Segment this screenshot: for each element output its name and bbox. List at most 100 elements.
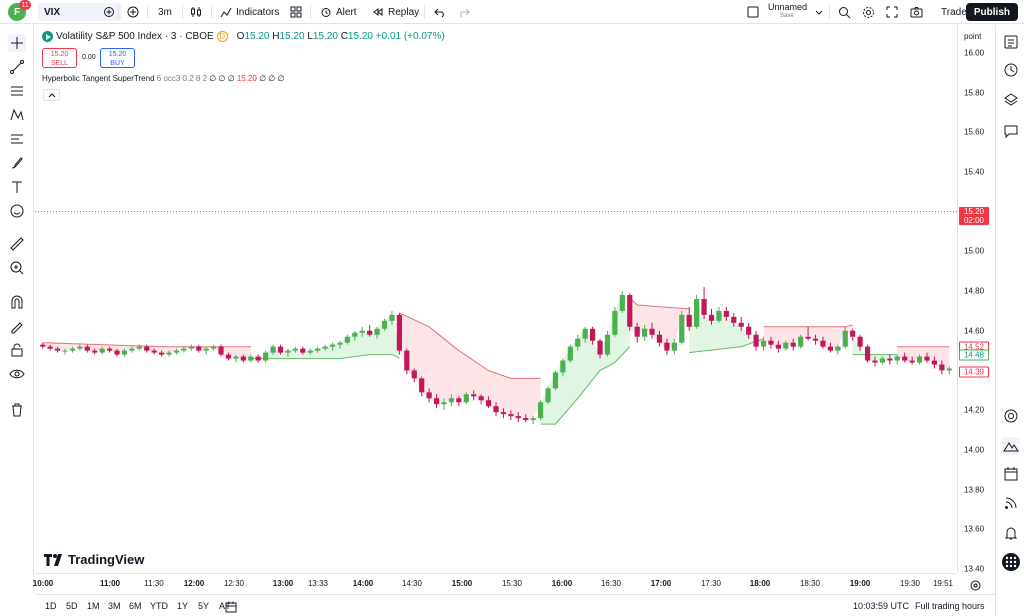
candle-body-9 <box>106 348 113 351</box>
forecast-icon[interactable] <box>8 130 26 148</box>
layers-icon[interactable] <box>1002 91 1020 109</box>
trade-button[interactable]: Trade <box>941 4 967 20</box>
undo-icon[interactable] <box>434 4 446 20</box>
axis-settings-icon[interactable] <box>970 577 981 593</box>
apps-menu-icon[interactable] <box>1002 553 1020 571</box>
target-icon[interactable] <box>1002 407 1020 425</box>
candle-body-85 <box>671 342 677 351</box>
fib-retracement-icon[interactable] <box>8 82 26 100</box>
price-tick-label: 15.00 <box>964 246 985 256</box>
range-button-1y[interactable]: 1Y <box>177 601 189 611</box>
redo-icon[interactable] <box>458 4 470 20</box>
tv-logo-icon <box>44 553 62 566</box>
price-axis[interactable]: point 16.00 15.80 15.60 15.40 15.00 14.80 14.6… <box>957 25 995 574</box>
lock-icon[interactable] <box>8 341 26 359</box>
publish-button[interactable]: Publish <box>965 3 1018 21</box>
bell-icon[interactable] <box>1002 524 1020 542</box>
layout-checkbox-icon[interactable] <box>747 4 759 20</box>
add-symbol-compare-icon[interactable] <box>103 4 115 20</box>
range-button-1m[interactable]: 1M <box>87 601 100 611</box>
rss-icon[interactable] <box>1002 494 1020 512</box>
date-range-icon[interactable] <box>225 601 237 615</box>
candle-body-30 <box>263 352 269 361</box>
chevron-down-icon[interactable] <box>814 4 824 20</box>
range-button-5d[interactable]: 5D <box>66 601 78 611</box>
indicators-button[interactable]: Indicators <box>220 4 279 20</box>
range-button-6m[interactable]: 6M <box>129 601 142 611</box>
time-axis[interactable]: 10:00 11:00 11:30 12:00 12:30 13:00 13:33 14:00… <box>33 573 957 593</box>
fullscreen-icon[interactable] <box>886 4 898 20</box>
lock-drawing-icon[interactable] <box>8 317 26 335</box>
candle-body-59 <box>478 396 484 401</box>
range-button-1d[interactable]: 1D <box>45 601 57 611</box>
trend-fill-2 <box>399 312 541 421</box>
candle-body-64 <box>515 416 521 419</box>
candle-body-70 <box>560 360 566 373</box>
zoom-in-icon[interactable] <box>8 259 26 277</box>
candle-body-91 <box>716 310 722 321</box>
range-button-ytd[interactable]: YTD <box>150 601 168 611</box>
chart-pane[interactable] <box>35 25 957 573</box>
trend-line-icon[interactable] <box>8 58 26 76</box>
magnet-icon[interactable] <box>8 293 26 311</box>
layouts-grid-icon[interactable] <box>290 4 302 20</box>
brush-icon[interactable] <box>8 154 26 172</box>
candle-body-52 <box>426 392 432 399</box>
drawing-toolbar <box>0 25 34 593</box>
symbol-title[interactable]: Volatility S&P 500 Index · 3 · CBOE <box>56 31 214 42</box>
collapse-legend-button[interactable] <box>43 89 60 101</box>
eye-icon[interactable] <box>8 365 26 383</box>
trash-icon[interactable] <box>8 401 26 419</box>
range-button-5y[interactable]: 5Y <box>198 601 210 611</box>
candle-body-3 <box>62 350 68 352</box>
emoji-icon[interactable] <box>8 202 26 220</box>
crosshair-icon[interactable] <box>8 34 26 52</box>
sell-button[interactable]: 15.20 SELL <box>42 48 77 68</box>
compare-icon[interactable] <box>127 4 139 20</box>
alerts-clock-icon[interactable] <box>1002 61 1020 79</box>
calendar-icon[interactable] <box>1002 465 1020 483</box>
candle-body-111 <box>864 346 871 361</box>
time-tick-label: 17:00 <box>650 579 672 588</box>
delayed-data-badge[interactable]: D <box>216 31 228 42</box>
trend-line-2 <box>399 312 541 379</box>
candle-body-93 <box>731 316 737 323</box>
candle-body-29 <box>255 356 261 361</box>
axis-scale-mode[interactable]: point <box>964 32 982 41</box>
watchlist-icon[interactable] <box>1002 33 1020 51</box>
time-tick-label: 11:00 <box>99 579 121 588</box>
session-selector[interactable]: Full trading hours <box>915 601 985 611</box>
utc-clock[interactable]: 10:03:59 UTC <box>853 601 910 611</box>
right-sidebar <box>995 25 1024 616</box>
time-tick-label: 17:30 <box>700 579 722 588</box>
low-value: 15.20 <box>312 31 338 42</box>
price-tick-label: 14.60 <box>964 326 985 336</box>
indicator-legend[interactable]: Hyperbolic Tangent SuperTrend 6 occ3 0.2… <box>42 74 284 83</box>
candle-body-25 <box>225 354 232 359</box>
chat-icon[interactable] <box>1002 122 1020 140</box>
replay-button[interactable]: Replay <box>372 4 419 20</box>
chart-type-icon[interactable] <box>190 4 202 20</box>
range-button-3m[interactable]: 3M <box>108 601 121 611</box>
bottom-toolbar: 10:03:59 UTC Full trading hours 1D 5D 1M 3M… <box>35 594 995 616</box>
buy-price: 15.20 <box>108 51 127 58</box>
camera-icon[interactable] <box>910 4 923 20</box>
ruler-icon[interactable] <box>8 235 26 253</box>
text-icon[interactable] <box>8 178 26 196</box>
settings-gear-icon[interactable] <box>862 4 875 20</box>
candle-body-65 <box>523 418 529 421</box>
candle-body-6 <box>84 346 90 351</box>
candle-body-38 <box>322 346 328 349</box>
symbol-search-input[interactable]: VIX <box>38 3 122 21</box>
alert-button[interactable]: Alert <box>320 4 357 20</box>
layout-name-button[interactable]: Unnamed Save <box>768 3 807 21</box>
interval-button[interactable]: 3m <box>158 4 172 20</box>
pine-mountain-icon[interactable] <box>1002 437 1020 455</box>
buy-button[interactable]: 15.20 BUY <box>100 48 135 68</box>
quick-search-icon[interactable] <box>838 4 851 20</box>
candle-body-113 <box>879 358 886 363</box>
range-button-all[interactable]: All <box>219 601 230 611</box>
candle-body-28 <box>248 356 254 361</box>
pattern-icon[interactable] <box>8 106 26 124</box>
candle-body-69 <box>552 372 559 389</box>
